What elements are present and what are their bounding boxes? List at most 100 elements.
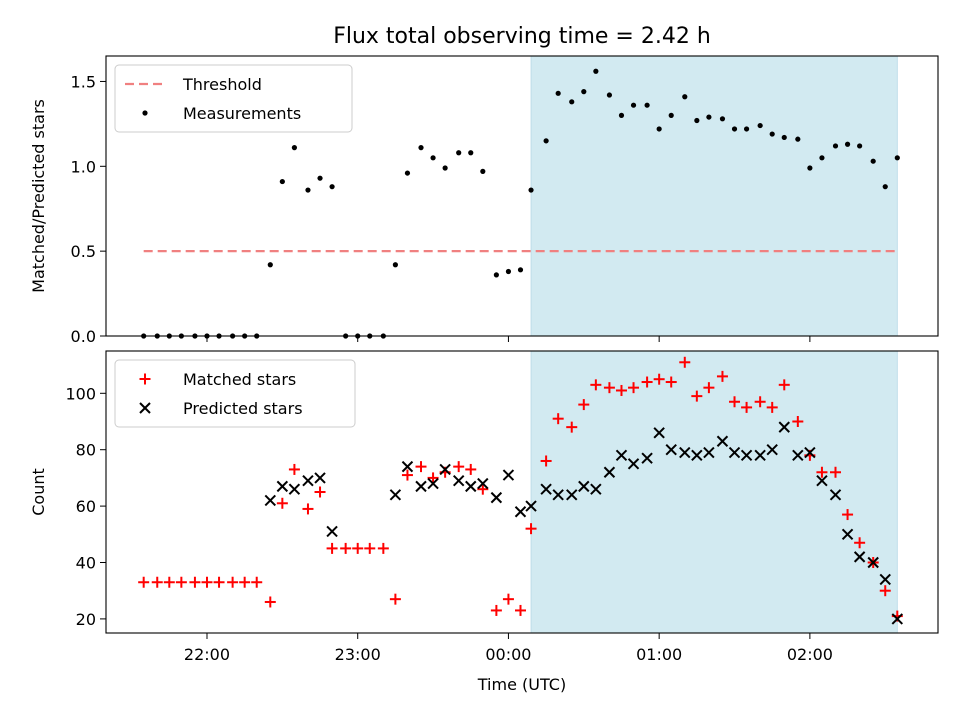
data-point [603, 466, 616, 478]
legend-measurements-swatch [142, 110, 148, 116]
data-point [706, 114, 712, 120]
data-point [816, 475, 828, 487]
data-point-b [841, 528, 854, 541]
data-point [490, 604, 502, 616]
data-point [867, 556, 879, 569]
axes-frame [105, 55, 939, 337]
data-point [138, 576, 150, 588]
legend-label: Threshold [182, 75, 262, 94]
data-point-b [665, 443, 677, 456]
y-tick-label: 1.0 [71, 157, 96, 176]
data-point-b [766, 443, 778, 456]
data-point-b [566, 489, 578, 501]
series-predicted-stars [264, 421, 904, 625]
data-point [302, 503, 314, 515]
data-point [716, 370, 728, 382]
data-point [578, 480, 590, 493]
data-point-b [879, 573, 891, 586]
y-tick-label: 1.5 [71, 72, 96, 91]
data-point [465, 480, 477, 493]
data-point [317, 175, 323, 181]
data-point [543, 138, 549, 144]
data-point [894, 155, 900, 161]
data-point [480, 168, 486, 174]
data-point [329, 184, 335, 190]
data-point [630, 102, 637, 108]
y-tick-label: 0.5 [71, 242, 96, 261]
data-point [879, 585, 891, 597]
data-point [477, 483, 489, 495]
data-point-b [590, 483, 602, 495]
data-point-b [389, 489, 402, 501]
data-point [653, 427, 665, 439]
data-point [514, 506, 527, 518]
data-point [832, 143, 839, 149]
data-point-b [728, 446, 741, 459]
data-point-b [627, 458, 640, 470]
data-point [590, 379, 602, 391]
data-point-b [326, 525, 338, 538]
data-point [754, 449, 766, 462]
y-axis-label: Matched/Predicted stars [29, 99, 48, 293]
data-point [401, 469, 413, 481]
data-point [514, 604, 526, 616]
data-point [427, 472, 439, 484]
data-point [465, 463, 477, 475]
data-point [389, 489, 402, 501]
data-point [641, 452, 653, 464]
data-point [552, 413, 564, 425]
data-point-b [525, 500, 537, 512]
data-point [644, 102, 650, 108]
data-point [279, 178, 285, 185]
data-point-b [853, 551, 866, 563]
data-point-b [703, 446, 715, 459]
data-point-b [302, 475, 314, 487]
data-point [502, 469, 515, 481]
data-point [389, 593, 401, 605]
data-point-b [415, 480, 427, 493]
data-point [430, 155, 436, 161]
y-tick-label: 20 [76, 610, 96, 629]
data-point [326, 525, 338, 538]
legend: Threshold Measurements [114, 64, 353, 133]
data-point [291, 145, 298, 151]
data-point [679, 446, 691, 459]
legend-matched-swatch [139, 373, 151, 385]
data-point [665, 376, 677, 388]
data-point [163, 576, 175, 588]
data-point [743, 126, 750, 132]
data-point [175, 576, 187, 588]
y-tick-label: 0.0 [71, 327, 96, 346]
data-point [618, 112, 625, 118]
data-point [665, 443, 677, 456]
legend-box [114, 359, 356, 428]
data-point-b [679, 446, 691, 459]
data-point [766, 443, 778, 456]
data-point [781, 134, 787, 141]
data-point [213, 576, 225, 588]
data-point [540, 455, 552, 467]
data-point [703, 382, 715, 394]
y-tick-label: 40 [76, 554, 96, 573]
data-point [566, 421, 578, 433]
data-point [795, 136, 801, 142]
x-tick-label: 02:00 [787, 645, 833, 664]
data-point [792, 416, 804, 427]
data-point [841, 528, 854, 541]
data-point [656, 126, 662, 132]
data-point [151, 576, 163, 588]
legend-predicted-swatch-b [139, 402, 151, 414]
data-point [415, 461, 427, 473]
data-point [352, 542, 364, 554]
data-point [555, 90, 561, 96]
data-point-b [615, 449, 628, 462]
data-point [439, 463, 451, 476]
data-point-b [829, 489, 842, 501]
data-point [691, 390, 703, 402]
data-point [731, 126, 738, 132]
data-point [239, 576, 251, 588]
data-point-b [288, 483, 301, 495]
data-point-b [477, 477, 489, 490]
data-point [741, 401, 753, 413]
